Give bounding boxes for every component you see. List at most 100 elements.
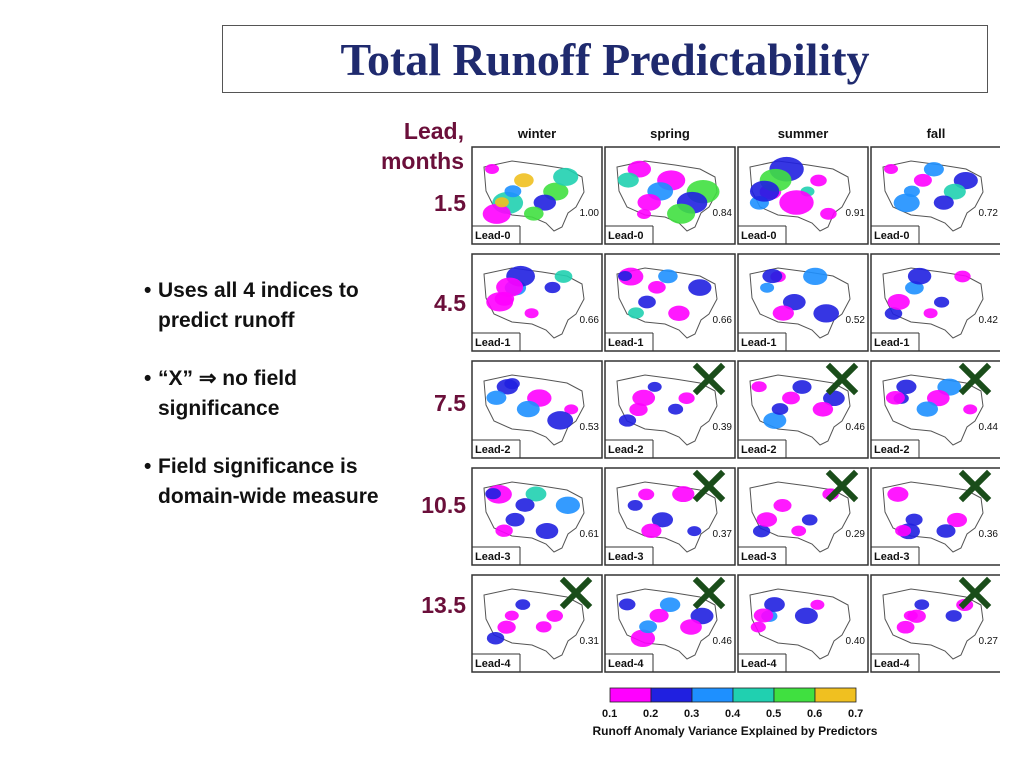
map-panel: Lead-4 0.46 <box>604 574 736 673</box>
predictability-blob <box>916 401 938 417</box>
lead-header-line: months <box>380 148 464 174</box>
predictability-blob <box>658 269 678 284</box>
lead-row-label: Lead-2 <box>874 444 909 456</box>
predictability-blob <box>923 162 944 177</box>
colorbar-tick: 0.2 <box>643 708 659 720</box>
no-significance-x-icon <box>958 576 992 610</box>
predictability-blob <box>943 183 966 200</box>
predictability-blob <box>514 173 534 188</box>
predictability-blob <box>946 512 968 528</box>
predictability-blob <box>803 267 828 286</box>
variance-value: 0.40 <box>846 636 866 647</box>
predictability-blob <box>792 380 812 394</box>
colorbar-segment <box>650 687 693 703</box>
predictability-blob <box>820 207 837 220</box>
predictability-blob <box>485 488 501 500</box>
predictability-blob <box>926 390 950 407</box>
lead-row-label: Lead-0 <box>475 230 510 242</box>
no-significance-x-icon <box>692 469 726 503</box>
predictability-blob <box>564 404 579 415</box>
predictability-blob <box>750 621 766 633</box>
predictability-blob <box>688 279 712 296</box>
variance-value: 0.27 <box>979 636 999 647</box>
predictability-blob <box>547 411 574 430</box>
map-panel: Lead-3 0.29 <box>737 467 869 566</box>
predictability-blob <box>887 293 910 310</box>
map-panel: Lead-2 0.39 <box>604 360 736 459</box>
predictability-blob <box>923 308 938 319</box>
lead-row-label: Lead-0 <box>608 230 643 242</box>
map-panel: Lead-3 0.37 <box>604 467 736 566</box>
predictability-blob <box>485 164 499 174</box>
predictability-blob <box>749 180 780 202</box>
predictability-blob <box>667 203 696 224</box>
predictability-blob <box>649 608 669 623</box>
map-panel: Lead-2 0.44 <box>870 360 1000 459</box>
season-header: summer <box>778 126 829 141</box>
predictability-blob <box>554 270 573 283</box>
predictability-blob <box>936 524 956 538</box>
predictability-blob <box>772 305 794 321</box>
no-significance-x-icon <box>692 362 726 396</box>
predictability-blob <box>546 609 564 622</box>
colorbar-tick: 0.5 <box>766 708 782 720</box>
predictability-blob <box>494 197 509 208</box>
map-panel: Lead-0 0.84 <box>604 146 736 245</box>
predictability-blob <box>535 522 559 540</box>
colorbar-tick: 0.4 <box>725 708 741 720</box>
predictability-blob <box>945 610 962 622</box>
map-panel: Lead-0 0.91 <box>737 146 869 245</box>
predictability-blob <box>903 185 920 198</box>
predictability-blob <box>782 391 800 405</box>
no-significance-x-icon <box>559 576 593 610</box>
map-panel: Lead-0 1.00 <box>471 146 603 245</box>
predictability-blob <box>885 391 905 405</box>
predictability-blob <box>896 379 917 394</box>
predictability-blob <box>486 390 507 405</box>
predictability-blob <box>810 174 827 187</box>
map-panel: Lead-1 0.42 <box>870 253 1000 352</box>
lead-row-label: Lead-3 <box>475 551 510 563</box>
bullet-list: Uses all 4 indices to predict runoff “X”… <box>140 276 410 540</box>
lead-value: 13.5 <box>421 592 466 618</box>
predictability-blob <box>497 620 516 634</box>
colorbar-segment <box>691 687 734 703</box>
predictability-blob <box>687 526 702 537</box>
map-panel: Lead-1 0.66 <box>471 253 603 352</box>
lead-value: 4.5 <box>434 290 466 316</box>
predictability-blob <box>627 500 643 511</box>
lead-value: 1.5 <box>434 190 466 216</box>
predictability-blob <box>555 496 581 514</box>
map-panel: Lead-4 0.31 <box>471 574 603 673</box>
predictability-blob <box>495 524 513 537</box>
colorbar-segment <box>732 687 775 703</box>
title-box: Total Runoff Predictability <box>222 25 988 93</box>
predictability-blob <box>753 608 774 623</box>
predictability-blob <box>764 597 785 612</box>
predictability-blob <box>629 402 648 417</box>
variance-value: 0.39 <box>713 422 733 433</box>
predictability-blob <box>618 598 636 611</box>
map-panel: Lead-3 0.36 <box>870 467 1000 566</box>
predictability-blob <box>690 607 714 625</box>
variance-value: 0.72 <box>979 208 999 219</box>
map-panel: Lead-0 0.72 <box>870 146 1000 245</box>
variance-value: 1.00 <box>580 208 600 219</box>
predictability-blob <box>907 267 932 285</box>
predictability-blob <box>524 206 544 221</box>
predictability-blob <box>639 620 658 634</box>
predictability-blob <box>668 403 684 415</box>
predictability-blob <box>533 194 556 211</box>
predictability-blob <box>627 160 652 178</box>
variance-value: 0.46 <box>846 422 866 433</box>
lead-row-label: Lead-0 <box>741 230 776 242</box>
predictability-blob <box>954 270 971 283</box>
predictability-blob <box>628 307 644 319</box>
predictability-blob <box>801 514 818 526</box>
lead-row-label: Lead-1 <box>475 337 510 349</box>
predictability-blob <box>617 172 639 188</box>
predictability-blob <box>884 307 903 320</box>
lead-value: 10.5 <box>421 492 466 518</box>
predictability-blob <box>680 619 702 635</box>
map-panel: Lead-2 0.46 <box>737 360 869 459</box>
